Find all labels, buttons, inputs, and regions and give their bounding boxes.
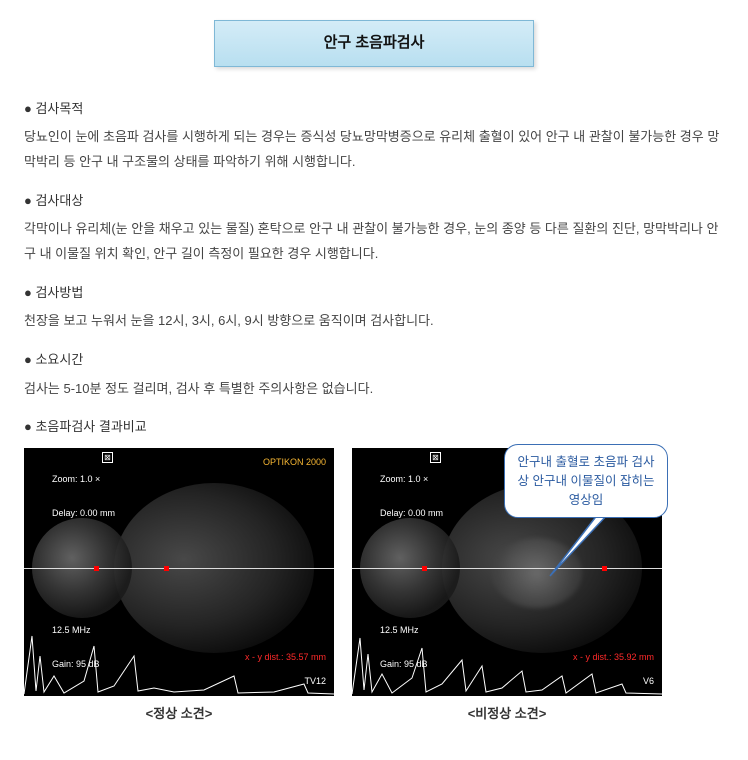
page-title-box: 안구 초음파검사 (214, 20, 534, 67)
overlay-zoom-text: Zoom: 1.0 × (380, 474, 428, 484)
page-title: 안구 초음파검사 (324, 34, 425, 51)
ultrasound-panel-normal: Zoom: 1.0 × Delay: 0.00 mm ⊠ OPTIKON 200… (24, 448, 334, 727)
caption-normal: <정상 소견> (24, 702, 334, 727)
overlay-distance: x - y dist.: 35.57 mm (245, 649, 326, 666)
section-head-compare: 초음파검사 결과비교 (24, 415, 724, 440)
marker-red (94, 566, 99, 571)
overlay-distance: x - y dist.: 35.92 mm (573, 649, 654, 666)
section-head-method: 검사방법 (24, 281, 724, 306)
overlay-gain-text: Gain: 95 dB (52, 659, 100, 669)
close-icon: ⊠ (102, 452, 113, 463)
marker-red (422, 566, 427, 571)
overlay-freq-gain: 12.5 MHz Gain: 95 dB (32, 605, 100, 690)
section-body-method: 천장을 보고 누워서 눈을 12시, 3시, 6시, 9시 방향으로 움직이며 … (24, 309, 724, 334)
ultrasound-panel-abnormal: Zoom: 1.0 × Delay: 0.00 mm ⊠ 12.5 MHz Ga… (352, 448, 662, 727)
section-body-duration: 검사는 5-10분 정도 걸리며, 검사 후 특별한 주의사항은 없습니다. (24, 377, 724, 402)
overlay-zoom-text: Zoom: 1.0 × (52, 474, 100, 484)
section-head-duration: 소요시간 (24, 348, 724, 373)
section-body-target: 각막이나 유리체(눈 안을 채우고 있는 물질) 혼탁으로 안구 내 관찰이 불… (24, 217, 724, 266)
overlay-freq-text: 12.5 MHz (52, 625, 91, 635)
overlay-zoom: Zoom: 1.0 × Delay: 0.00 mm (360, 454, 443, 539)
overlay-corner-id: TV12 (304, 673, 326, 690)
overlay-delay-text: Delay: 0.00 mm (380, 508, 443, 518)
section-head-target: 검사대상 (24, 189, 724, 214)
annotation-callout-text: 안구내 출혈로 초음파 검사상 안구내 이물질이 잡히는 영상임 (518, 455, 655, 507)
section-head-purpose: 검사목적 (24, 97, 724, 122)
overlay-zoom: Zoom: 1.0 × Delay: 0.00 mm (32, 454, 115, 539)
overlay-freq-text: 12.5 MHz (380, 625, 419, 635)
overlay-delay-text: Delay: 0.00 mm (52, 508, 115, 518)
scan-axis-line (24, 568, 334, 569)
overlay-freq-gain: 12.5 MHz Gain: 95 dB (360, 605, 428, 690)
marker-red (164, 566, 169, 571)
overlay-device-brand: OPTIKON 2000 (263, 454, 326, 471)
annotation-callout: 안구내 출혈로 초음파 검사상 안구내 이물질이 잡히는 영상임 (504, 444, 668, 518)
overlay-corner-id: V6 (643, 673, 654, 690)
ultrasound-image-normal: Zoom: 1.0 × Delay: 0.00 mm ⊠ OPTIKON 200… (24, 448, 334, 696)
section-body-purpose: 당뇨인이 눈에 초음파 검사를 시행하게 되는 경우는 증식성 당뇨망막병증으로… (24, 125, 724, 174)
comparison-row: Zoom: 1.0 × Delay: 0.00 mm ⊠ OPTIKON 200… (24, 448, 724, 727)
caption-abnormal: <비정상 소견> (352, 702, 662, 727)
scan-axis-line (352, 568, 662, 569)
overlay-gain-text: Gain: 95 dB (380, 659, 428, 669)
close-icon: ⊠ (430, 452, 441, 463)
